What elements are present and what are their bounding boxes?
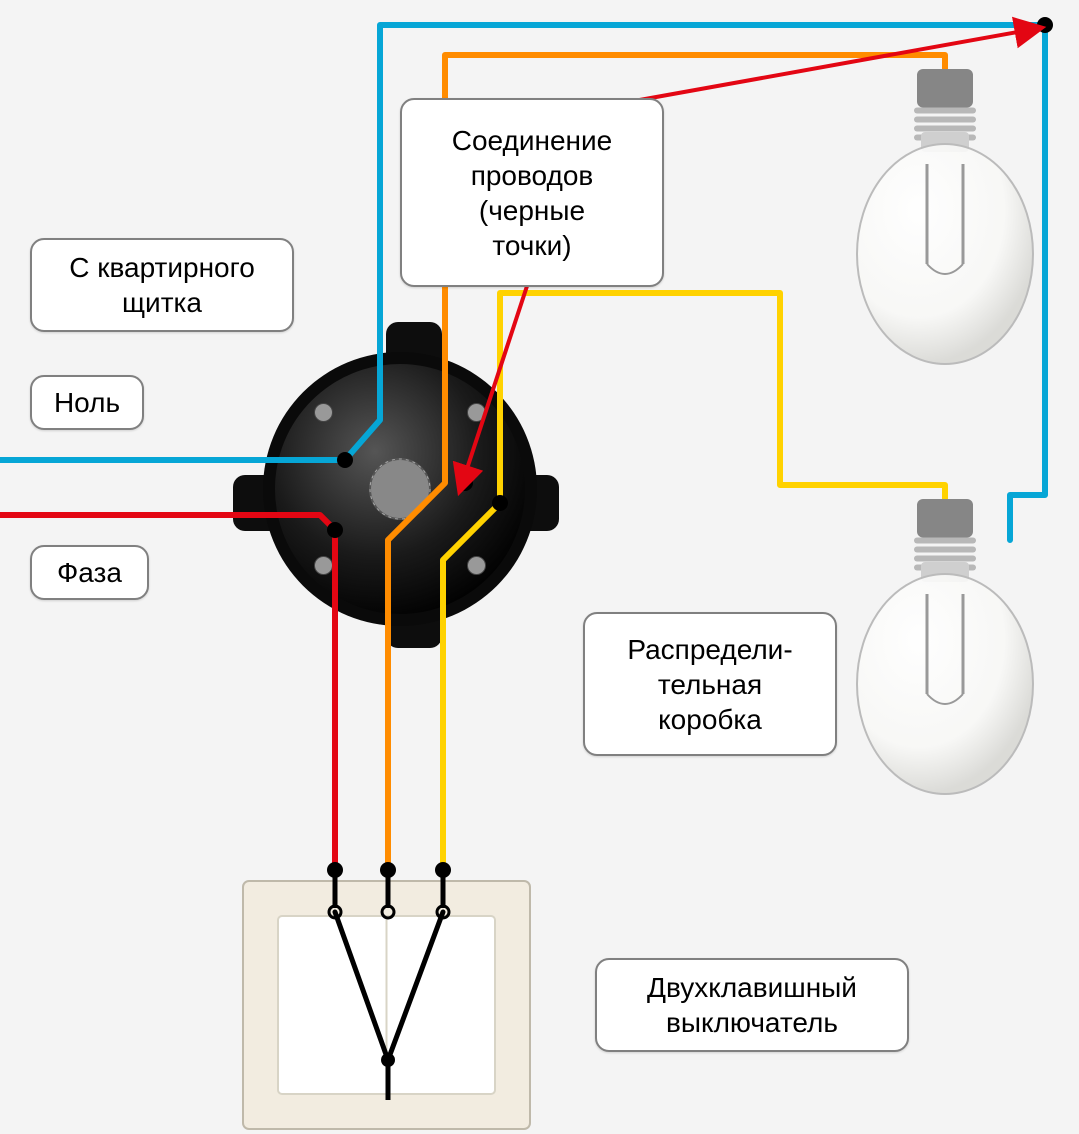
connection-dot	[337, 452, 353, 468]
label-connection: Соединениепроводов(черныеточки)	[400, 98, 664, 287]
junction-box	[233, 322, 559, 648]
light-bulb-2	[857, 499, 1033, 794]
connection-dot	[327, 522, 343, 538]
label-live: Фаза	[30, 545, 149, 600]
wiring-diagram: Соединениепроводов(черныеточки) С квартир…	[0, 0, 1079, 1134]
wire-yellow_leg	[443, 293, 945, 870]
label-two_key_switch: Двухклавишныйвыключатель	[595, 958, 909, 1052]
label-from_panel: С квартирногощитка	[30, 238, 294, 332]
light-bulb-1	[857, 69, 1033, 364]
two-gang-switch	[243, 868, 530, 1129]
connection-dot	[492, 495, 508, 511]
label-distribution_box: Распредели-тельнаякоробка	[583, 612, 837, 756]
connection-dot	[1037, 17, 1053, 33]
pointer-arrow-1	[595, 28, 1040, 108]
label-neutral: Ноль	[30, 375, 144, 430]
